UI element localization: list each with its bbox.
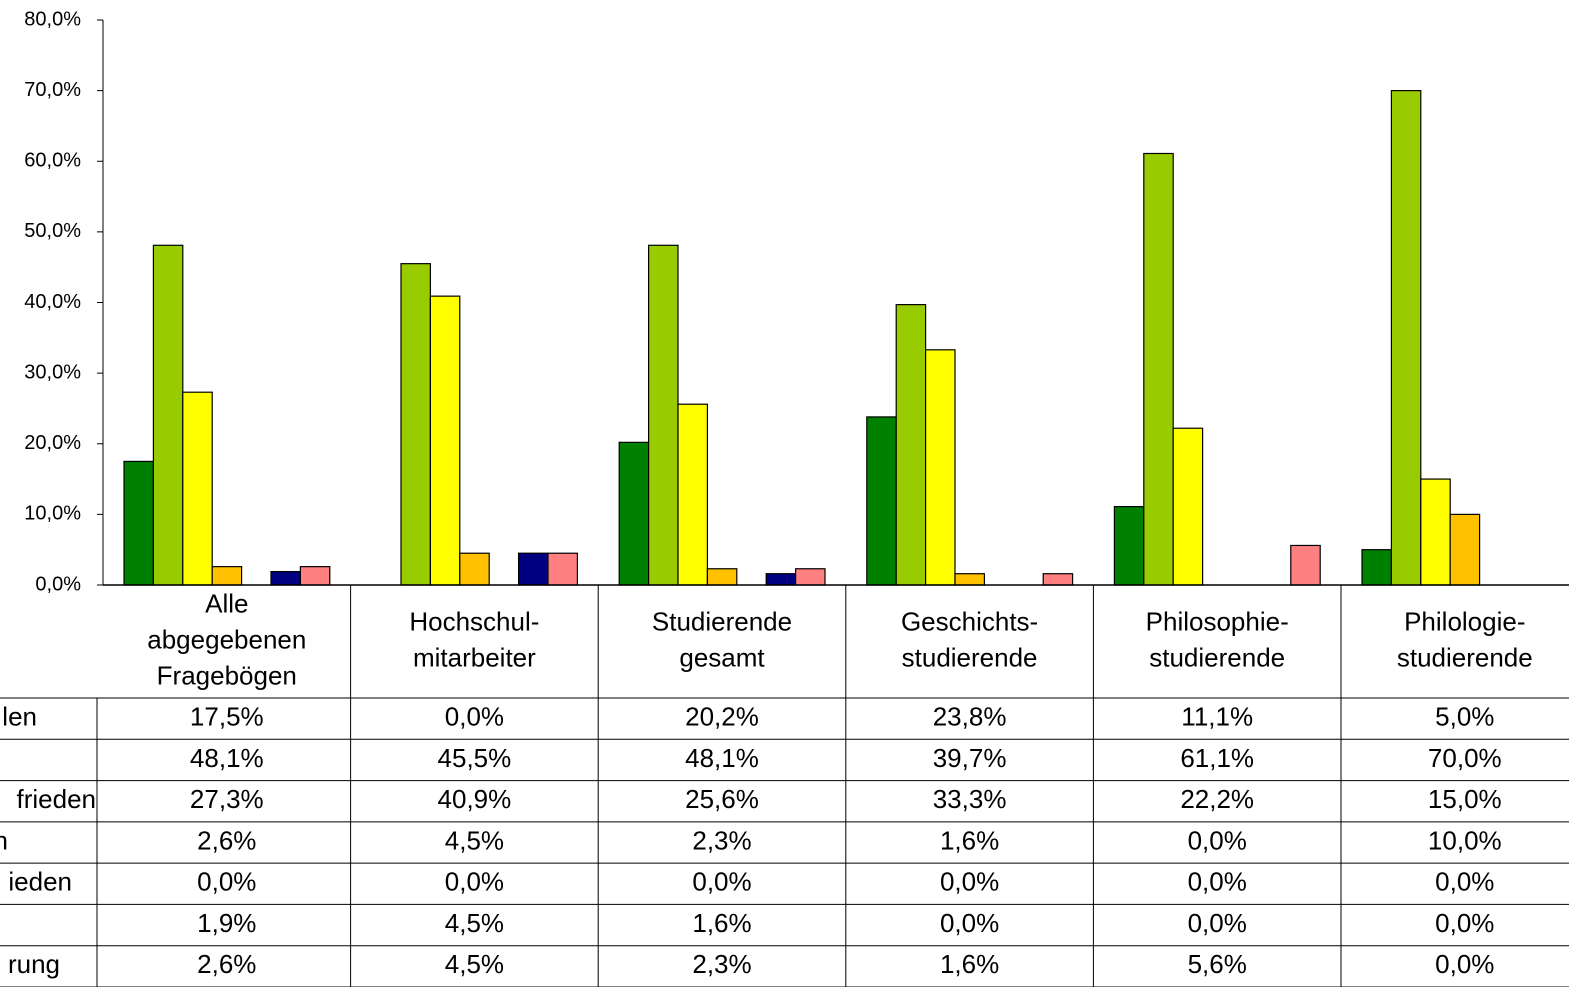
category-label: Hochschul-mitarbeiter xyxy=(409,606,539,672)
bar xyxy=(1042,573,1074,586)
bar xyxy=(794,568,826,586)
value-cell: 22,2% xyxy=(1180,784,1254,814)
value-cell: 45,5% xyxy=(438,743,512,773)
y-tick-label: 40,0% xyxy=(24,291,81,313)
value-cell: 1,6% xyxy=(940,825,999,855)
value-cell: 20,2% xyxy=(685,702,759,732)
value-cell: 0,0% xyxy=(940,908,999,938)
value-cell: 17,5% xyxy=(190,702,264,732)
bar xyxy=(706,568,738,586)
value-cell: 48,1% xyxy=(190,743,264,773)
value-cell: 0,0% xyxy=(1188,908,1247,938)
y-tick-label: 0,0% xyxy=(35,573,81,595)
value-cell: 2,6% xyxy=(197,949,256,979)
series-name: len xyxy=(2,702,37,732)
value-cell: 15,0% xyxy=(1428,784,1502,814)
value-cell: 0,0% xyxy=(1188,867,1247,897)
y-tick-label: 30,0% xyxy=(24,361,81,383)
value-cell: 5,6% xyxy=(1188,949,1247,979)
bar xyxy=(211,566,243,586)
bar xyxy=(765,573,797,586)
value-cell: 0,0% xyxy=(1435,949,1494,979)
bar xyxy=(152,244,184,586)
y-tick-label: 20,0% xyxy=(24,432,81,454)
bar xyxy=(1361,549,1392,586)
category-label: Philologie-studierende xyxy=(1397,606,1533,672)
category-label: Philosophie-studierende xyxy=(1146,606,1289,672)
y-tick-label: 10,0% xyxy=(24,503,81,525)
series-name: n xyxy=(0,825,8,855)
value-cell: 0,0% xyxy=(940,867,999,897)
value-cell: 23,8% xyxy=(933,702,1007,732)
y-tick-label: 60,0% xyxy=(24,150,81,172)
value-cell: 25,6% xyxy=(685,784,759,814)
value-cell: 27,3% xyxy=(190,784,264,814)
category-label: Geschichts-studierende xyxy=(901,606,1038,672)
bar xyxy=(1172,427,1204,586)
category-label: Studierende gesamt xyxy=(652,606,792,672)
value-cell: 4,5% xyxy=(445,949,504,979)
bar xyxy=(866,416,897,586)
value-cell: 10,0% xyxy=(1428,825,1502,855)
value-cell: 4,5% xyxy=(445,825,504,855)
bar xyxy=(182,391,213,586)
bar xyxy=(924,349,956,586)
bar xyxy=(618,441,650,586)
bar xyxy=(1113,506,1145,586)
value-cell: 2,3% xyxy=(692,825,751,855)
value-cell: 2,6% xyxy=(197,825,256,855)
value-cell: 48,1% xyxy=(685,743,759,773)
value-cell: 61,1% xyxy=(1180,743,1254,773)
value-cell: 4,5% xyxy=(445,908,504,938)
value-cell: 0,0% xyxy=(445,702,504,732)
value-cell: 0,0% xyxy=(1435,867,1494,897)
value-cell: 1,6% xyxy=(940,949,999,979)
value-cell: 2,3% xyxy=(692,949,751,979)
category-label: Alle abgegebenen Fragebögen xyxy=(147,588,306,690)
value-cell: 70,0% xyxy=(1428,743,1502,773)
series-name: ieden xyxy=(8,867,72,897)
bar xyxy=(1143,152,1174,586)
bar xyxy=(270,570,301,586)
value-cell: 0,0% xyxy=(1188,825,1247,855)
bar xyxy=(123,460,154,586)
value-cell: 0,0% xyxy=(692,867,751,897)
bar xyxy=(517,552,549,586)
y-tick-label: 80,0% xyxy=(24,8,81,30)
value-cell: 33,3% xyxy=(933,784,1007,814)
value-cell: 0,0% xyxy=(197,867,256,897)
value-cell: 39,7% xyxy=(933,743,1007,773)
bar xyxy=(547,552,578,586)
series-name: frieden xyxy=(17,784,97,814)
bar xyxy=(1420,478,1451,586)
value-cell: 0,0% xyxy=(1435,908,1494,938)
value-cell: 1,9% xyxy=(197,908,256,938)
bar xyxy=(459,552,490,586)
value-cell: 40,9% xyxy=(438,784,512,814)
bar xyxy=(895,304,927,586)
value-cell: 1,6% xyxy=(692,908,751,938)
bar xyxy=(1290,544,1321,586)
bar xyxy=(429,295,461,586)
bar xyxy=(954,573,985,586)
y-tick-label: 70,0% xyxy=(24,79,81,101)
series-name: rung xyxy=(8,949,60,979)
bar xyxy=(299,566,331,586)
value-cell: 0,0% xyxy=(445,867,504,897)
bar xyxy=(1390,90,1422,586)
bar xyxy=(647,244,679,586)
y-tick-label: 50,0% xyxy=(24,220,81,242)
bar xyxy=(1449,513,1481,586)
value-cell: 5,0% xyxy=(1435,702,1494,732)
bar xyxy=(400,263,431,586)
bar xyxy=(677,403,708,586)
value-cell: 11,1% xyxy=(1181,702,1253,732)
